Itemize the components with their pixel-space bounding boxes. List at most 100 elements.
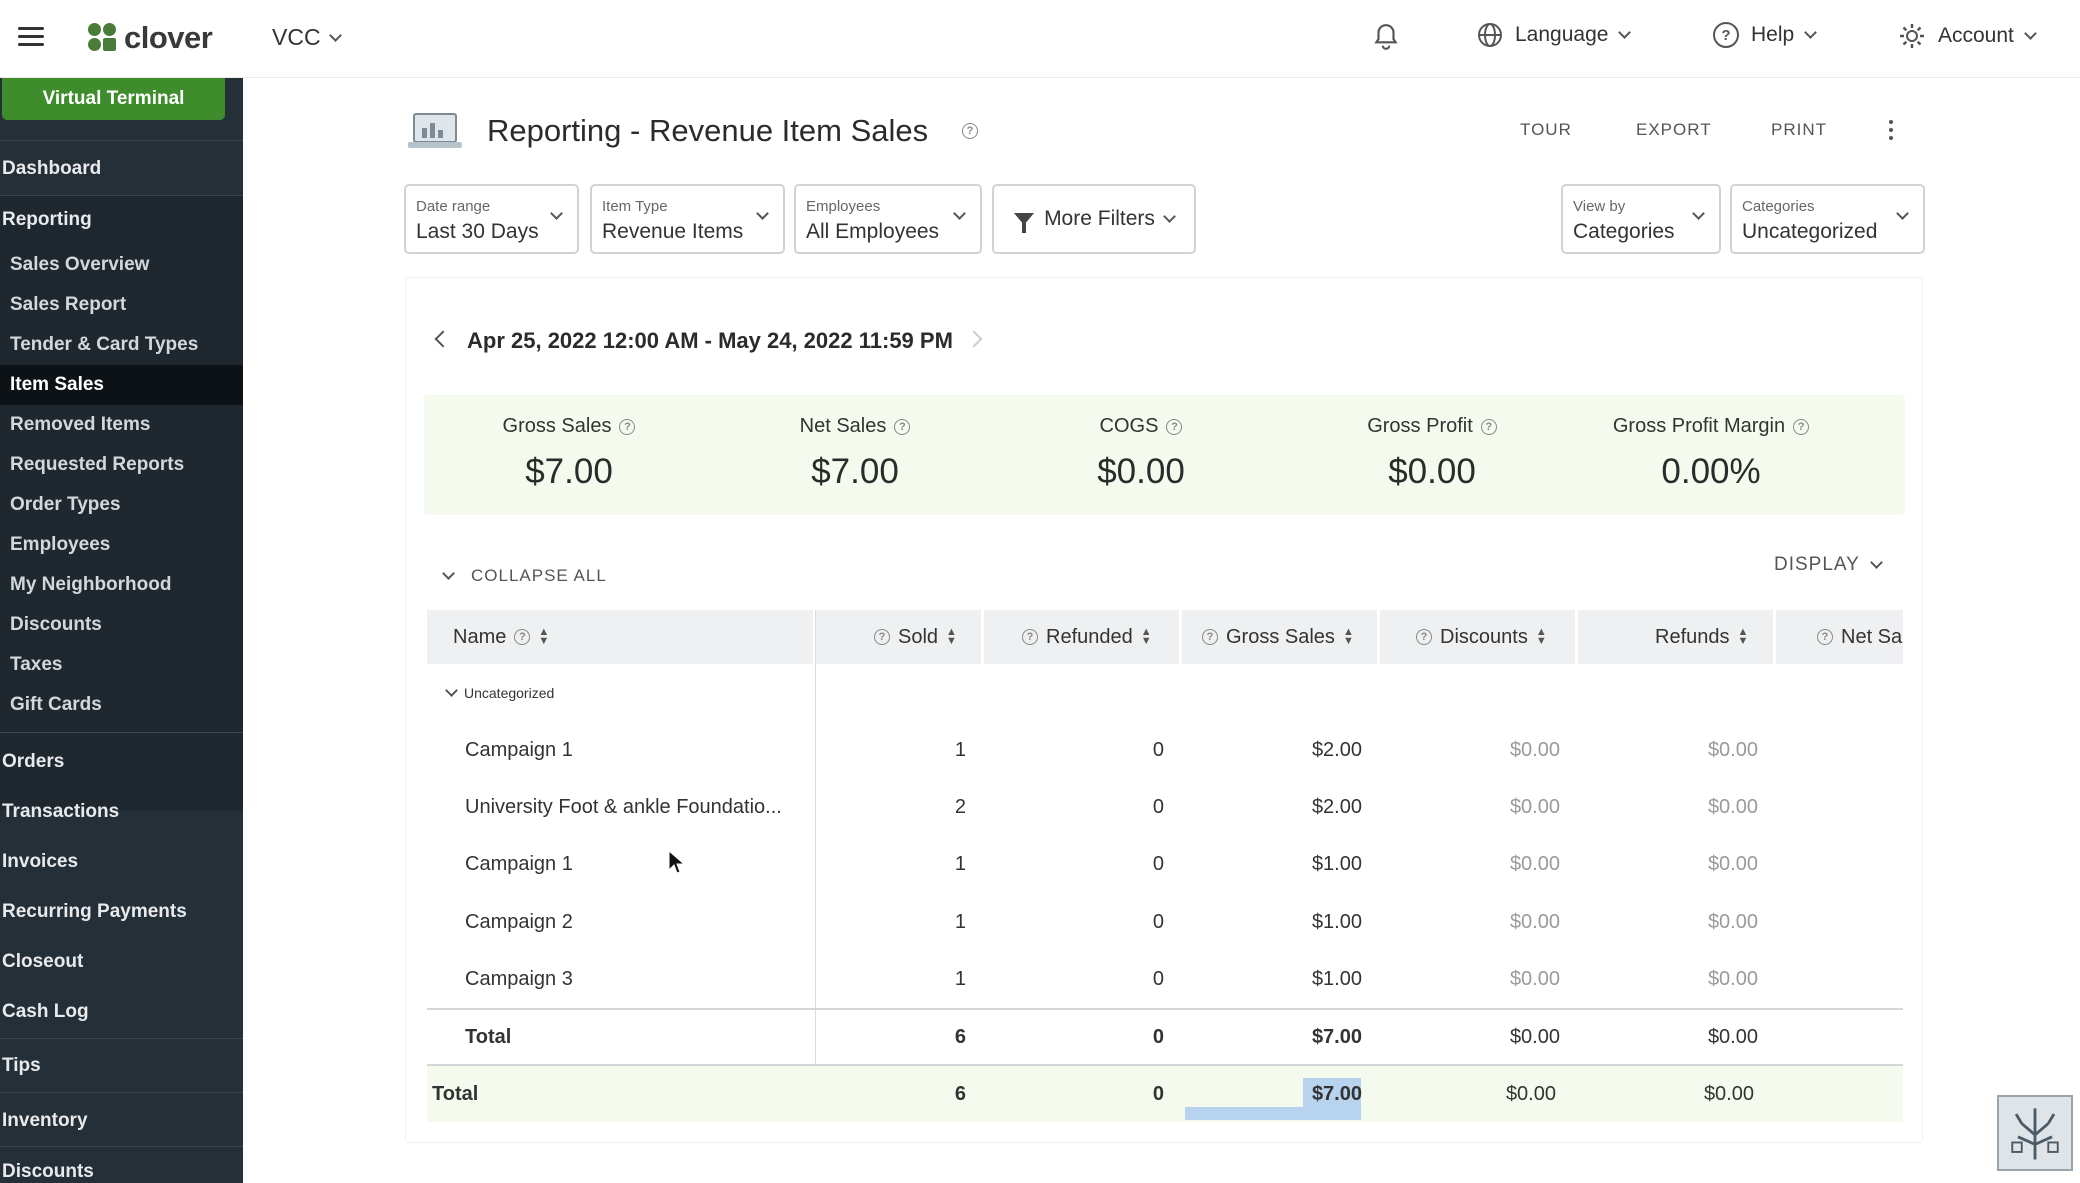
column-header-discounts[interactable]: ? Discounts ▲ ▼: [1416, 610, 1547, 664]
more-filters-button[interactable]: More Filters: [992, 184, 1196, 254]
metric-gross-profit-margin: Gross Profit Margin? 0.00%: [1566, 415, 1856, 492]
sidebar-item-tender-card-types[interactable]: Tender & Card Types: [10, 334, 199, 355]
collapse-all-button[interactable]: COLLAPSE ALL: [442, 566, 607, 586]
sort-icon[interactable]: ▲ ▼: [538, 626, 550, 647]
sidebar-item-requested-reports[interactable]: Requested Reports: [10, 454, 185, 475]
grand-total-gross-sales: $7.00: [1311, 1083, 1362, 1105]
merchant-selector[interactable]: VCC: [272, 24, 342, 51]
text-selection-highlight: [1185, 1107, 1361, 1120]
account-label: Account: [1938, 24, 2014, 47]
sort-icon[interactable]: ▲ ▼: [1342, 626, 1354, 647]
sort-icon[interactable]: ▲ ▼: [946, 626, 957, 647]
column-header-refunded[interactable]: ? Refunded ▲ ▼: [1022, 610, 1152, 664]
help-icon[interactable]: ?: [1480, 418, 1497, 435]
metric-value: $7.00: [811, 452, 899, 491]
sidebar-item-gift-cards[interactable]: Gift Cards: [10, 694, 102, 715]
sidebar-item-removed-items[interactable]: Removed Items: [10, 414, 151, 435]
clover-logo[interactable]: clover: [88, 20, 213, 56]
categories-label: Categories: [1742, 198, 1815, 215]
export-button[interactable]: EXPORT: [1636, 120, 1712, 139]
date-range-select[interactable]: Date range Last 30 Days: [404, 184, 579, 254]
display-button[interactable]: DISPLAY: [1774, 554, 1883, 576]
column-header-name[interactable]: Name ? ▲ ▼: [453, 610, 549, 664]
item-type-select[interactable]: Item Type Revenue Items: [590, 184, 785, 254]
column-header-gross-sales[interactable]: ? Gross Sales ▲ ▼: [1202, 610, 1354, 664]
column-header-sold[interactable]: ? Sold ▲ ▼: [874, 610, 957, 664]
more-options-icon[interactable]: [1888, 120, 1894, 142]
tree-watermark-icon: [1997, 1095, 2073, 1171]
row-refunded: 0: [1152, 911, 1164, 933]
help-icon[interactable]: ?: [514, 629, 531, 645]
tour-button[interactable]: TOUR: [1520, 120, 1572, 139]
sidebar-item-item-sales[interactable]: Item Sales: [10, 374, 104, 395]
help-icon[interactable]: ?: [1166, 418, 1183, 435]
report-icon: [408, 113, 462, 148]
sidebar-item-inventory[interactable]: Inventory: [2, 1110, 88, 1131]
sort-icon[interactable]: ▲ ▼: [1737, 626, 1749, 647]
help-icon[interactable]: ?: [894, 418, 911, 435]
column-header-net-sales[interactable]: ? Net Sa: [1817, 610, 1902, 664]
print-button[interactable]: PRINT: [1771, 120, 1827, 139]
sidebar-item-orders[interactable]: Orders: [2, 751, 65, 772]
sidebar-item-tips[interactable]: Tips: [2, 1055, 41, 1076]
row-discounts: $0.00: [1509, 853, 1560, 875]
help-icon[interactable]: ?: [1416, 629, 1432, 645]
category-group-toggle[interactable]: Uncategorized: [445, 684, 554, 701]
sidebar-item-order-types[interactable]: Order Types: [10, 494, 121, 515]
sidebar-item-invoices[interactable]: Invoices: [2, 851, 79, 872]
sidebar-item-reporting[interactable]: Reporting: [2, 209, 92, 230]
help-icon[interactable]: ?: [1817, 629, 1833, 645]
view-by-select[interactable]: View by Categories: [1561, 184, 1721, 254]
sidebar-item-transactions[interactable]: Transactions: [2, 801, 120, 822]
grand-total-refunded: 0: [1152, 1083, 1164, 1105]
row-name[interactable]: Campaign 2: [465, 911, 573, 933]
merchant-name: VCC: [272, 24, 321, 50]
grand-total-label: Total: [432, 1083, 479, 1105]
sidebar-item-discounts[interactable]: Discounts: [10, 614, 102, 635]
more-filters-label: More Filters: [1044, 207, 1155, 230]
help-icon[interactable]: ?: [1793, 418, 1810, 435]
sidebar-item-discounts-section[interactable]: Discounts: [2, 1161, 94, 1182]
language-menu[interactable]: Language: [1477, 22, 1632, 48]
total-refunds: $0.00: [1707, 1026, 1758, 1048]
column-header-refunds[interactable]: Refunds ▲ ▼: [1655, 610, 1748, 664]
help-icon[interactable]: ?: [1202, 629, 1218, 645]
sidebar-item-sales-report[interactable]: Sales Report: [10, 294, 127, 315]
help-icon[interactable]: ?: [874, 629, 890, 645]
account-menu[interactable]: Account: [1898, 22, 2037, 50]
collapse-all-label: COLLAPSE ALL: [471, 566, 607, 585]
categories-select[interactable]: Categories Uncategorized: [1730, 184, 1925, 254]
sidebar-item-my-neighborhood[interactable]: My Neighborhood: [10, 574, 172, 595]
sidebar-item-sales-overview[interactable]: Sales Overview: [10, 254, 150, 275]
sort-icon[interactable]: ▲ ▼: [1140, 626, 1152, 647]
metric-value: $0.00: [1097, 452, 1185, 491]
menu-icon[interactable]: [18, 27, 44, 47]
sidebar-item-taxes[interactable]: Taxes: [10, 654, 63, 675]
row-refunds: $0.00: [1707, 796, 1758, 818]
sidebar-item-dashboard[interactable]: Dashboard: [2, 158, 102, 179]
sidebar-divider: [0, 140, 243, 141]
row-name[interactable]: Campaign 1: [465, 739, 573, 761]
grand-total-bar: [427, 1066, 1903, 1122]
sidebar-item-employees[interactable]: Employees: [10, 534, 111, 555]
employees-select[interactable]: Employees All Employees: [794, 184, 982, 254]
row-name[interactable]: Campaign 3: [465, 968, 573, 990]
row-gross-sales: $1.00: [1311, 911, 1362, 933]
metric-cogs: COGS? $0.00: [996, 415, 1286, 492]
sidebar-item-cash-log[interactable]: Cash Log: [2, 1001, 89, 1022]
help-icon[interactable]: ?: [619, 418, 636, 435]
sidebar-item-recurring-payments[interactable]: Recurring Payments: [2, 901, 187, 922]
row-discounts: $0.00: [1509, 739, 1560, 761]
help-menu[interactable]: ? Help: [1713, 22, 1818, 48]
help-icon[interactable]: ?: [1022, 629, 1038, 645]
column-divider: [1377, 610, 1380, 664]
row-name[interactable]: University Foot & ankle Foundatio...: [465, 796, 782, 818]
report-period: Apr 25, 2022 12:00 AM - May 24, 2022 11:…: [467, 328, 953, 353]
row-sold: 1: [954, 911, 966, 933]
help-icon[interactable]: ?: [962, 123, 978, 139]
virtual-terminal-button[interactable]: Virtual Terminal: [2, 78, 225, 120]
row-name[interactable]: Campaign 1: [465, 853, 573, 875]
sidebar-item-closeout[interactable]: Closeout: [2, 951, 84, 972]
sort-icon[interactable]: ▲ ▼: [1535, 626, 1547, 647]
bell-icon[interactable]: [1373, 22, 1399, 52]
